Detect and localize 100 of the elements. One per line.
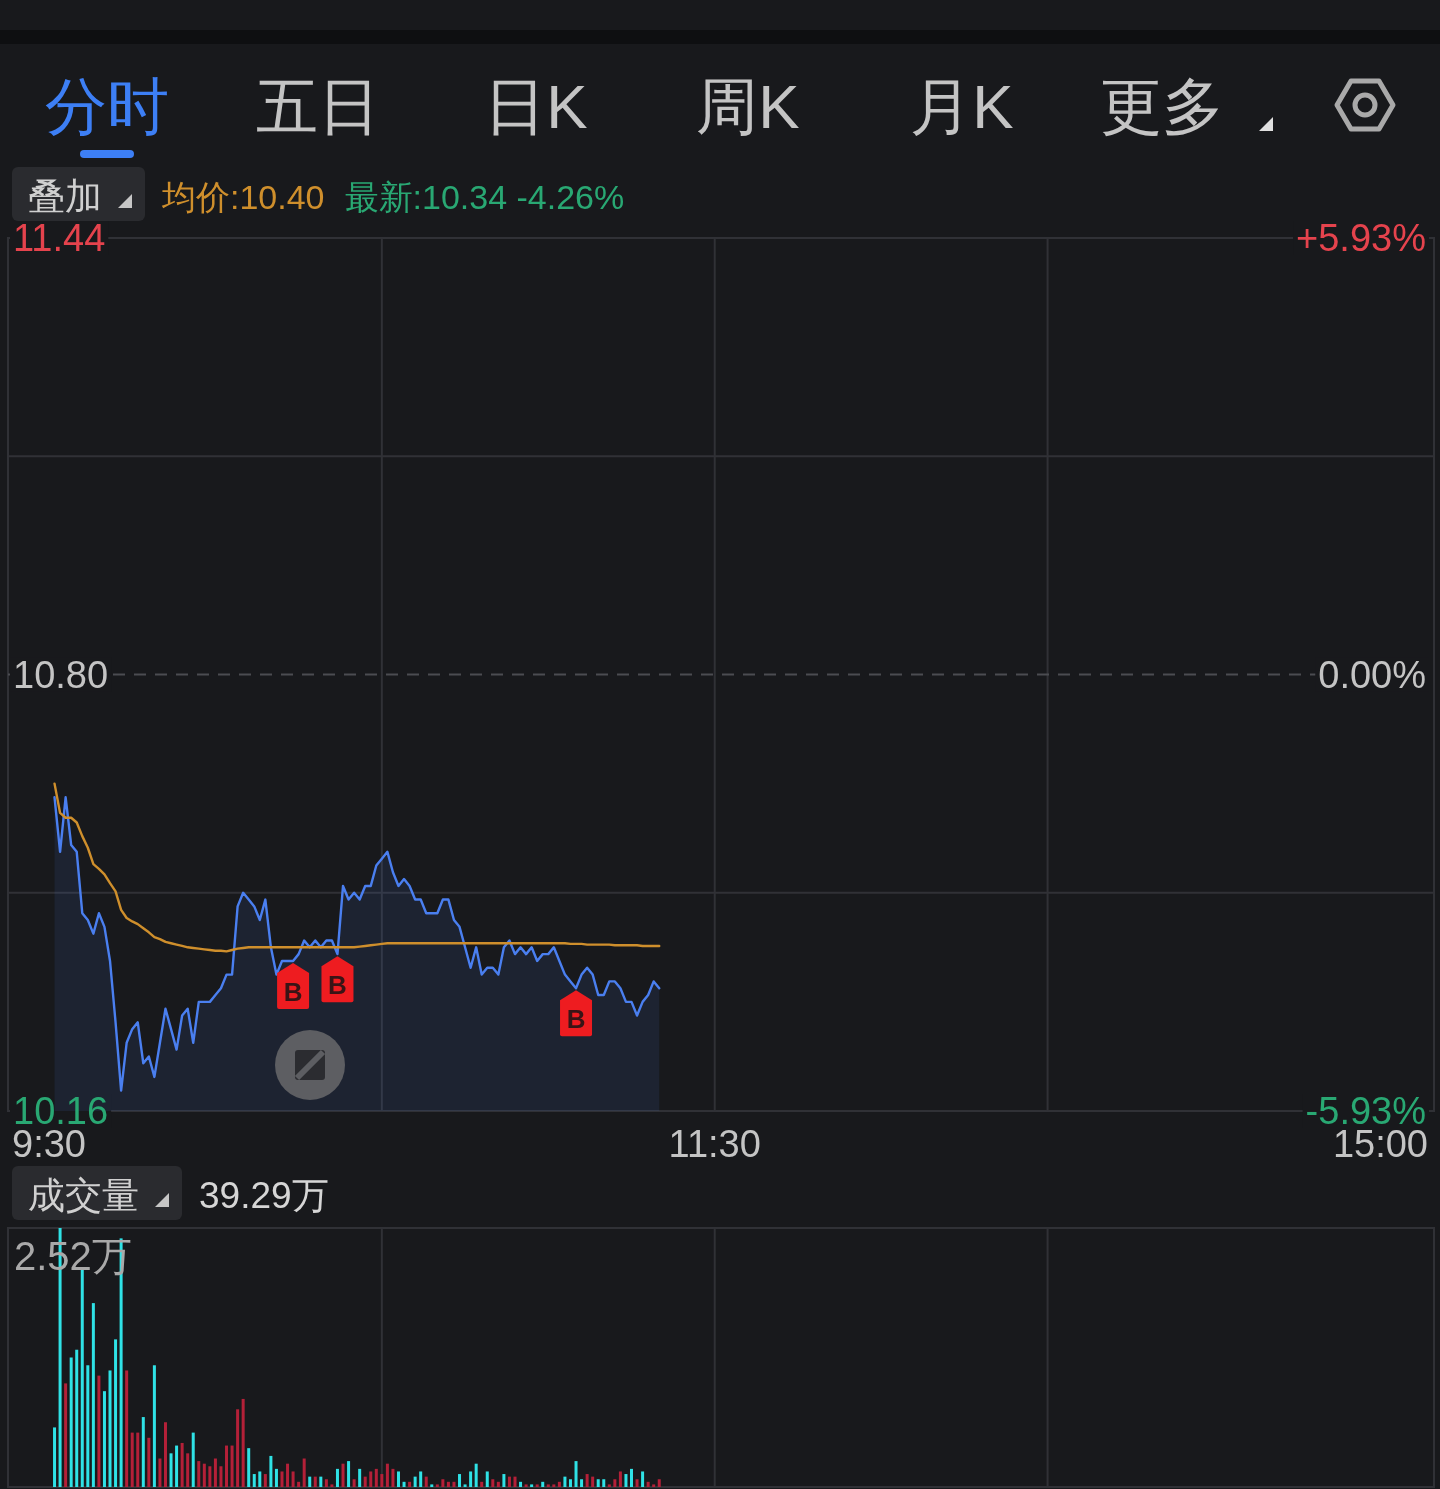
bar bbox=[657, 1479, 661, 1487]
data-label: B bbox=[328, 970, 347, 1001]
bar bbox=[480, 1481, 484, 1487]
bar bbox=[208, 1466, 212, 1487]
bar bbox=[175, 1445, 179, 1487]
y2-tick-label: 0.00% bbox=[1318, 653, 1426, 696]
text: 39.29万 bbox=[199, 1175, 329, 1216]
bar bbox=[574, 1461, 578, 1487]
x-tick-label: 15:00 bbox=[1332, 1123, 1428, 1165]
bar bbox=[274, 1468, 278, 1487]
bar bbox=[496, 1481, 500, 1487]
bar bbox=[297, 1481, 301, 1487]
bar bbox=[397, 1471, 400, 1487]
bar bbox=[369, 1471, 373, 1487]
bar bbox=[524, 1484, 528, 1487]
bar bbox=[91, 1303, 95, 1487]
bar bbox=[358, 1468, 362, 1487]
bar bbox=[302, 1458, 306, 1487]
bar bbox=[602, 1479, 606, 1487]
bar bbox=[86, 1365, 90, 1487]
bar bbox=[97, 1375, 101, 1487]
line-series bbox=[53, 782, 661, 953]
bar bbox=[125, 1370, 129, 1487]
bar bbox=[163, 1422, 167, 1487]
bar bbox=[130, 1432, 134, 1487]
bar bbox=[624, 1474, 628, 1487]
bar bbox=[419, 1471, 423, 1487]
bar bbox=[225, 1445, 229, 1487]
data-label: B bbox=[283, 976, 303, 1007]
x-tick-label: 11:30 bbox=[668, 1123, 761, 1165]
bar bbox=[241, 1398, 245, 1487]
data-label: B bbox=[566, 1004, 586, 1035]
bar bbox=[430, 1484, 434, 1487]
bar bbox=[219, 1466, 223, 1487]
bar bbox=[152, 1365, 156, 1487]
bar bbox=[186, 1453, 190, 1487]
bar bbox=[269, 1455, 273, 1487]
bar bbox=[180, 1442, 184, 1487]
bar bbox=[330, 1484, 334, 1487]
bar bbox=[630, 1468, 633, 1487]
bar bbox=[463, 1484, 467, 1487]
bar bbox=[452, 1481, 456, 1487]
bar bbox=[247, 1448, 251, 1487]
bar bbox=[580, 1479, 584, 1487]
bar bbox=[507, 1476, 511, 1487]
bar bbox=[114, 1339, 118, 1487]
bar bbox=[102, 1391, 106, 1487]
bar bbox=[513, 1476, 517, 1487]
bar bbox=[80, 1269, 84, 1487]
bar bbox=[191, 1432, 195, 1487]
y-tick-label: 10.80 bbox=[13, 653, 109, 696]
bar bbox=[313, 1476, 317, 1487]
bar bbox=[435, 1484, 439, 1487]
bar bbox=[613, 1479, 617, 1487]
bar bbox=[618, 1471, 622, 1487]
bar bbox=[319, 1476, 323, 1487]
bar bbox=[308, 1476, 312, 1487]
bar bbox=[485, 1471, 489, 1487]
bar bbox=[408, 1481, 412, 1487]
bar bbox=[141, 1417, 145, 1487]
bar bbox=[374, 1468, 378, 1487]
bar bbox=[596, 1479, 600, 1487]
bar bbox=[147, 1437, 151, 1487]
bar bbox=[541, 1481, 545, 1487]
text: 日K bbox=[484, 72, 588, 141]
bar bbox=[491, 1479, 495, 1487]
bar bbox=[607, 1484, 611, 1487]
bar bbox=[474, 1463, 478, 1487]
bar bbox=[641, 1471, 645, 1487]
text: 最新:10.34 -4.26% bbox=[344, 178, 625, 216]
bar bbox=[446, 1481, 450, 1487]
bar bbox=[69, 1357, 73, 1487]
bar bbox=[291, 1471, 295, 1487]
bar bbox=[169, 1453, 173, 1487]
bar bbox=[341, 1463, 345, 1487]
text: 叠加 bbox=[28, 176, 102, 217]
bar bbox=[263, 1474, 267, 1487]
bar bbox=[591, 1476, 595, 1487]
text: 月K bbox=[910, 72, 1014, 141]
bar bbox=[402, 1481, 406, 1487]
y-tick-label: 11.44 bbox=[13, 217, 106, 259]
bar bbox=[519, 1481, 523, 1487]
bar bbox=[557, 1481, 561, 1487]
text: 五日 bbox=[256, 72, 380, 141]
bar bbox=[363, 1476, 367, 1487]
bar bbox=[424, 1476, 428, 1487]
bar bbox=[75, 1349, 79, 1487]
bar bbox=[335, 1468, 339, 1487]
bar bbox=[413, 1476, 417, 1487]
text: 周K bbox=[696, 72, 800, 141]
bar bbox=[469, 1471, 473, 1487]
bar bbox=[197, 1461, 201, 1487]
text: 分时 bbox=[45, 72, 169, 141]
text: 成交量 bbox=[28, 1175, 139, 1216]
text: 更多 bbox=[1100, 72, 1224, 141]
bar bbox=[646, 1481, 650, 1487]
bar bbox=[502, 1474, 506, 1487]
bar bbox=[258, 1471, 262, 1487]
bar bbox=[280, 1471, 284, 1487]
bar bbox=[324, 1479, 328, 1487]
